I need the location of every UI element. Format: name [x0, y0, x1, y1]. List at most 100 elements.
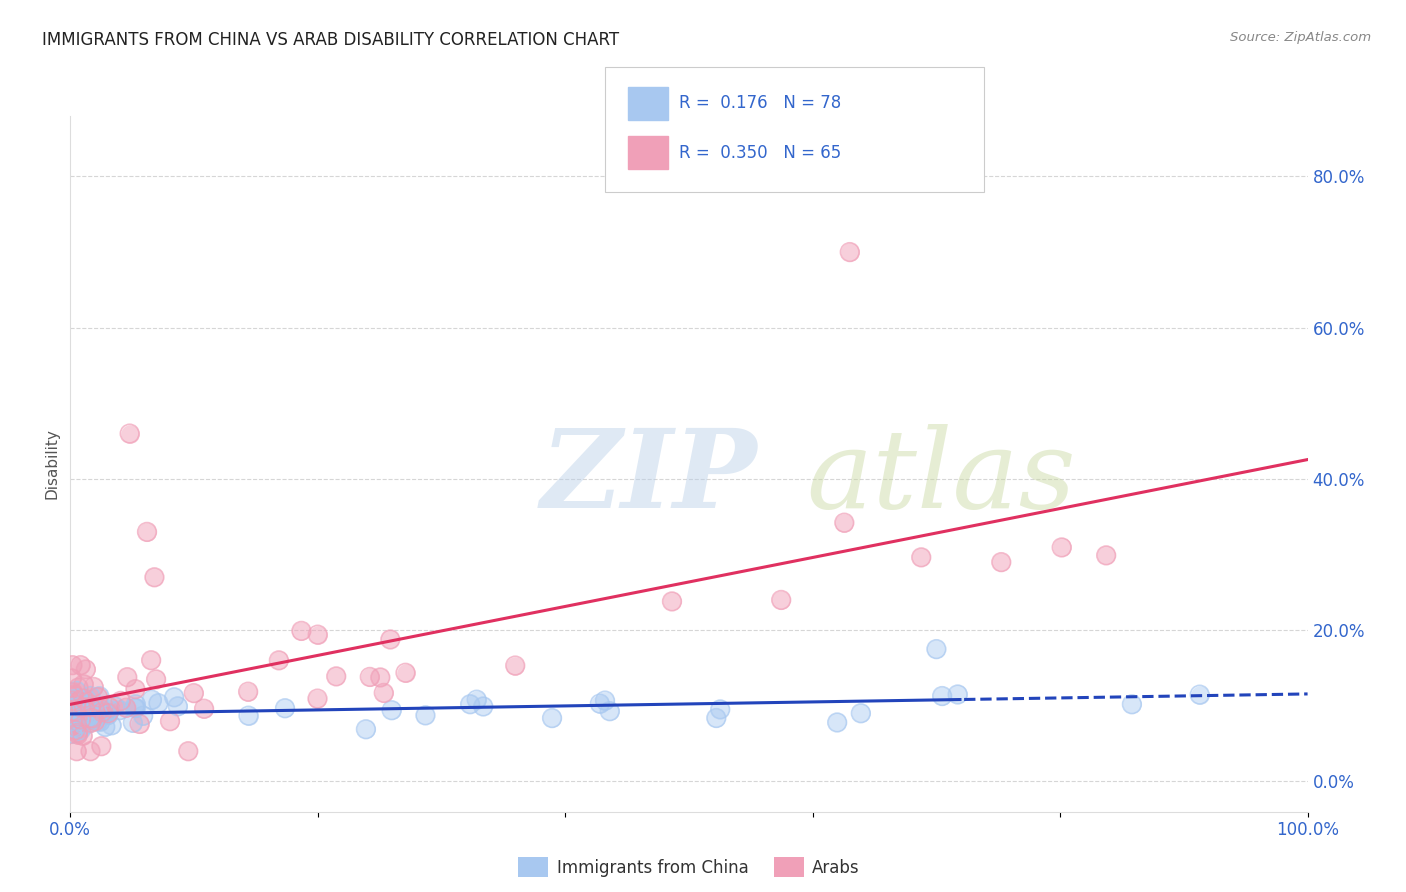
Point: [97, 706, 120, 721]
Point: [990, 555, 1012, 569]
Point: [124, 701, 146, 715]
Point: [67, 681, 90, 695]
Point: [1121, 698, 1143, 712]
Point: [62, 658, 84, 673]
Point: [70, 706, 93, 720]
Point: [91, 705, 114, 719]
Point: [193, 702, 215, 716]
Text: atlas: atlas: [807, 424, 1076, 532]
Point: [72, 713, 94, 727]
Point: [838, 245, 860, 260]
Point: [77, 713, 100, 727]
Point: [94, 720, 117, 734]
Point: [84, 711, 107, 725]
Point: [132, 708, 155, 723]
Point: [77, 713, 100, 727]
Point: [373, 686, 395, 700]
Point: [593, 693, 616, 707]
Point: [80, 700, 103, 714]
Point: [75, 712, 97, 726]
Point: [62, 685, 84, 699]
Point: [368, 670, 391, 684]
Point: [132, 708, 155, 723]
Point: [118, 426, 141, 441]
Point: [67, 714, 90, 728]
Point: [82, 702, 104, 716]
Point: [825, 715, 848, 730]
Point: [274, 701, 297, 715]
Point: [65, 721, 87, 735]
Point: [1188, 688, 1211, 702]
Point: [136, 524, 159, 539]
Point: [73, 677, 96, 691]
Point: [69, 723, 91, 737]
Point: [80, 715, 103, 730]
Point: [65, 723, 87, 738]
Point: [65, 684, 87, 698]
Point: [60, 727, 83, 741]
Point: [77, 710, 100, 724]
Point: [359, 670, 381, 684]
Point: [307, 628, 329, 642]
Point: [108, 703, 131, 717]
Point: [415, 708, 437, 723]
Point: [62, 693, 84, 707]
Point: [73, 712, 96, 726]
Point: [117, 670, 139, 684]
Point: [79, 700, 101, 714]
Point: [77, 706, 100, 721]
Point: [458, 698, 481, 712]
Point: [1050, 541, 1073, 555]
Point: [661, 594, 683, 608]
Point: [60, 727, 83, 741]
Point: [62, 658, 84, 673]
Point: [72, 710, 94, 724]
Point: [163, 690, 186, 705]
Point: [236, 684, 259, 698]
Point: [159, 714, 181, 729]
Point: [98, 703, 121, 717]
Point: [368, 670, 391, 684]
Point: [115, 700, 138, 714]
Point: [354, 723, 377, 737]
Point: [83, 700, 105, 714]
Point: [72, 717, 94, 731]
Point: [62, 721, 84, 735]
Point: [465, 692, 488, 706]
Point: [166, 699, 188, 714]
Point: [838, 245, 860, 260]
Point: [72, 713, 94, 727]
Point: [307, 628, 329, 642]
Point: [125, 698, 148, 712]
Point: [87, 690, 110, 705]
Point: [69, 658, 91, 673]
Point: [125, 698, 148, 712]
Point: [124, 701, 146, 715]
Point: [118, 426, 141, 441]
Point: [76, 692, 98, 706]
Point: [307, 691, 329, 706]
Point: [100, 718, 122, 732]
Point: [1050, 541, 1073, 555]
Point: [503, 658, 526, 673]
Point: [946, 688, 969, 702]
Point: [66, 728, 89, 742]
Point: [65, 721, 87, 735]
Point: [1188, 688, 1211, 702]
Point: [63, 688, 86, 702]
Point: [90, 704, 112, 718]
Point: [70, 713, 93, 727]
Point: [84, 714, 107, 729]
Point: [128, 717, 150, 731]
Point: [70, 700, 93, 714]
Point: [76, 692, 98, 706]
Point: [73, 677, 96, 691]
Point: [98, 700, 121, 714]
Point: [79, 744, 101, 758]
Point: [925, 642, 948, 657]
Point: [1095, 549, 1118, 563]
Point: [458, 698, 481, 712]
Point: [96, 706, 118, 720]
Point: [63, 705, 86, 719]
Point: [62, 685, 84, 699]
